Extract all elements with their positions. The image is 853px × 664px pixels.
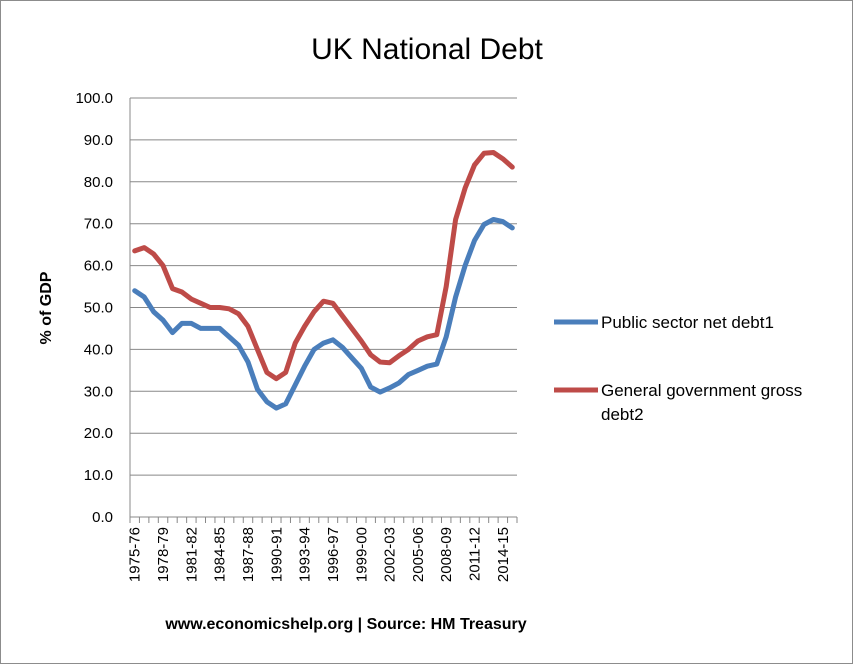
x-tick-label: 2014-15 bbox=[495, 527, 512, 582]
y-tick-label: 90.0 bbox=[84, 132, 113, 149]
y-tick-label: 0.0 bbox=[92, 509, 113, 526]
x-tick-label: 1993-94 bbox=[297, 527, 314, 582]
y-tick-label: 40.0 bbox=[84, 341, 113, 358]
x-tick-label: 2011-12 bbox=[467, 527, 484, 581]
x-tick-label: 1984-85 bbox=[212, 527, 229, 582]
x-tick-label: 1975-76 bbox=[127, 527, 144, 582]
source-footer: www.economicshelp.org | Source: HM Treas… bbox=[164, 616, 526, 633]
x-tick-label: 1996-97 bbox=[325, 527, 342, 582]
series-line-1 bbox=[132, 217, 515, 411]
y-tick-label: 80.0 bbox=[84, 174, 113, 191]
legend: Public sector net debt1 General governmen… bbox=[554, 313, 802, 424]
x-tick-label: 2008-09 bbox=[438, 527, 455, 582]
x-tick-label: 1981-82 bbox=[183, 527, 200, 582]
y-tick-label: 30.0 bbox=[84, 383, 113, 400]
legend-label-1: Public sector net debt1 bbox=[601, 313, 774, 332]
series-line-2 bbox=[132, 150, 515, 382]
chart-title: UK National Debt bbox=[311, 33, 543, 66]
x-tick-label: 1978-79 bbox=[155, 527, 172, 582]
x-tick-label: 2002-03 bbox=[382, 527, 399, 582]
gridlines bbox=[130, 97, 517, 476]
y-axis-label: % of GDP bbox=[38, 271, 55, 344]
axes bbox=[129, 98, 518, 523]
x-tick-label: 1987-88 bbox=[240, 527, 257, 582]
x-tick-label: 1990-91 bbox=[268, 527, 285, 582]
y-tick-label: 70.0 bbox=[84, 216, 113, 233]
y-tick-label: 10.0 bbox=[84, 467, 113, 484]
x-tick-labels: 1975-76 1978-79 1981-82 1984-85 1987-88 1990-… bbox=[127, 527, 512, 582]
x-tick-label: 2005-06 bbox=[410, 527, 427, 582]
y-tick-label: 20.0 bbox=[84, 425, 113, 442]
y-tick-labels: 0.0 10.0 20.0 30.0 40.0 50.0 60.0 70.0 80.0 90.0 1… bbox=[75, 90, 113, 526]
series-lines bbox=[132, 150, 515, 411]
y-tick-label: 100.0 bbox=[75, 90, 113, 107]
x-tick-label: 1999-00 bbox=[353, 527, 370, 582]
y-tick-label: 60.0 bbox=[84, 258, 113, 275]
legend-label-2: General government gross debt2 bbox=[601, 381, 802, 424]
y-tick-label: 50.0 bbox=[84, 300, 113, 317]
